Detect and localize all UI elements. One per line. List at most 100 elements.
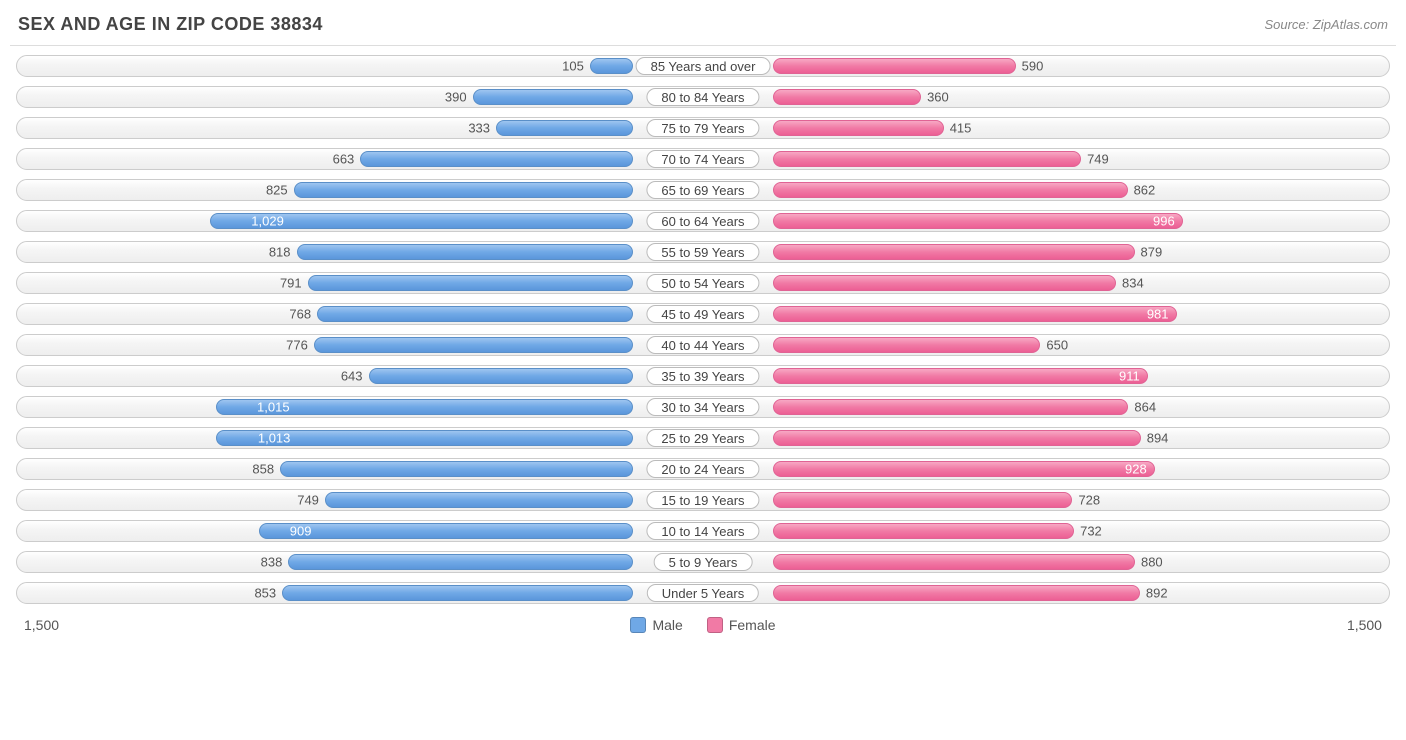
female-value: 864 xyxy=(1134,400,1156,415)
female-bar xyxy=(773,430,1141,446)
legend-female-label: Female xyxy=(729,617,776,633)
female-value: 862 xyxy=(1134,183,1156,198)
female-value: 834 xyxy=(1122,276,1144,291)
female-value: 749 xyxy=(1087,152,1109,167)
age-group-label: 45 to 49 Years xyxy=(646,305,759,323)
female-swatch-icon xyxy=(707,617,723,633)
age-group-label: 20 to 24 Years xyxy=(646,460,759,478)
male-bar xyxy=(496,120,633,136)
age-group-label: 55 to 59 Years xyxy=(646,243,759,261)
age-group-label: 75 to 79 Years xyxy=(646,119,759,137)
pyramid-row: 858 928 20 to 24 Years xyxy=(16,458,1390,480)
pyramid-chart: 105 590 85 Years and over 390 360 80 to 84 Ye… xyxy=(10,45,1396,604)
female-value: 728 xyxy=(1078,493,1100,508)
legend-male-label: Male xyxy=(652,617,682,633)
chart-footer: 1,500 Male Female 1,500 xyxy=(10,613,1396,633)
pyramid-row: 909 732 10 to 14 Years xyxy=(16,520,1390,542)
age-group-label: 25 to 29 Years xyxy=(646,429,759,447)
pyramid-row: 74972815 to 19 Years xyxy=(16,489,1390,511)
male-bar xyxy=(360,151,633,167)
pyramid-row: 82586265 to 69 Years xyxy=(16,179,1390,201)
pyramid-row: 853892Under 5 Years xyxy=(16,582,1390,604)
male-value: 825 xyxy=(266,183,288,198)
female-value: 415 xyxy=(950,121,972,136)
pyramid-row: 77665040 to 44 Years xyxy=(16,334,1390,356)
male-value: 1,015 xyxy=(257,400,290,415)
male-bar xyxy=(590,58,633,74)
female-bar xyxy=(773,306,1177,322)
axis-right-max: 1,500 xyxy=(1347,617,1382,633)
male-bar xyxy=(314,337,633,353)
male-value: 909 xyxy=(290,524,312,539)
male-bar xyxy=(369,368,633,384)
female-value: 880 xyxy=(1141,555,1163,570)
male-bar xyxy=(259,523,633,539)
male-bar xyxy=(280,461,633,477)
age-group-label: 5 to 9 Years xyxy=(654,553,753,571)
pyramid-row: 333 415 75 to 79 Years xyxy=(16,117,1390,139)
chart-header: SEX AND AGE IN ZIP CODE 38834 Source: Zi… xyxy=(10,10,1396,45)
legend-male: Male xyxy=(630,617,682,633)
pyramid-row: 1,01389425 to 29 Years xyxy=(16,427,1390,449)
male-value: 791 xyxy=(280,276,302,291)
male-bar xyxy=(473,89,633,105)
female-value: 911 xyxy=(1119,369,1140,384)
pyramid-row: 643 911 35 to 39 Years xyxy=(16,365,1390,387)
age-group-label: 35 to 39 Years xyxy=(646,367,759,385)
male-value: 818 xyxy=(269,245,291,260)
female-value: 894 xyxy=(1147,431,1169,446)
female-value: 360 xyxy=(927,90,949,105)
male-value: 390 xyxy=(445,90,467,105)
age-group-label: 60 to 64 Years xyxy=(646,212,759,230)
age-group-label: 10 to 14 Years xyxy=(646,522,759,540)
age-group-label: 70 to 74 Years xyxy=(646,150,759,168)
female-bar xyxy=(773,89,921,105)
age-group-label: 80 to 84 Years xyxy=(646,88,759,106)
pyramid-row: 791 834 50 to 54 Years xyxy=(16,272,1390,294)
male-value: 768 xyxy=(289,307,311,322)
pyramid-row: 1,015 864 30 to 34 Years xyxy=(16,396,1390,418)
male-value: 333 xyxy=(468,121,490,136)
male-value: 643 xyxy=(341,369,363,384)
female-bar xyxy=(773,120,944,136)
pyramid-row: 838 880 5 to 9 Years xyxy=(16,551,1390,573)
age-group-label: 40 to 44 Years xyxy=(646,336,759,354)
axis-left-max: 1,500 xyxy=(24,617,59,633)
male-bar xyxy=(297,244,633,260)
pyramid-row: 818 879 55 to 59 Years xyxy=(16,241,1390,263)
age-group-label: 30 to 34 Years xyxy=(646,398,759,416)
pyramid-row: 76898145 to 49 Years xyxy=(16,303,1390,325)
male-bar xyxy=(282,585,633,601)
male-value: 838 xyxy=(261,555,283,570)
female-bar xyxy=(773,213,1183,229)
age-group-label: 50 to 54 Years xyxy=(646,274,759,292)
female-bar xyxy=(773,399,1128,415)
male-bar xyxy=(325,492,633,508)
chart-title: SEX AND AGE IN ZIP CODE 38834 xyxy=(18,14,323,35)
pyramid-row: 105 590 85 Years and over xyxy=(16,55,1390,77)
male-value: 663 xyxy=(333,152,355,167)
pyramid-row: 390 360 80 to 84 Years xyxy=(16,86,1390,108)
female-bar xyxy=(773,182,1128,198)
female-bar xyxy=(773,492,1072,508)
chart-source: Source: ZipAtlas.com xyxy=(1264,17,1388,32)
female-value: 996 xyxy=(1153,214,1175,229)
female-bar xyxy=(773,275,1116,291)
male-value: 749 xyxy=(297,493,319,508)
female-bar xyxy=(773,523,1074,539)
female-value: 732 xyxy=(1080,524,1102,539)
male-bar xyxy=(288,554,633,570)
male-bar xyxy=(317,306,633,322)
female-value: 892 xyxy=(1146,586,1168,601)
female-value: 928 xyxy=(1125,462,1147,477)
age-group-label: 85 Years and over xyxy=(636,57,771,75)
female-value: 590 xyxy=(1022,59,1044,74)
male-bar xyxy=(294,182,633,198)
female-bar xyxy=(773,337,1040,353)
pyramid-row: 663 749 70 to 74 Years xyxy=(16,148,1390,170)
pyramid-row: 1,02999660 to 64 Years xyxy=(16,210,1390,232)
male-value: 858 xyxy=(252,462,274,477)
male-value: 105 xyxy=(562,59,584,74)
female-value: 879 xyxy=(1141,245,1163,260)
female-bar xyxy=(773,151,1081,167)
